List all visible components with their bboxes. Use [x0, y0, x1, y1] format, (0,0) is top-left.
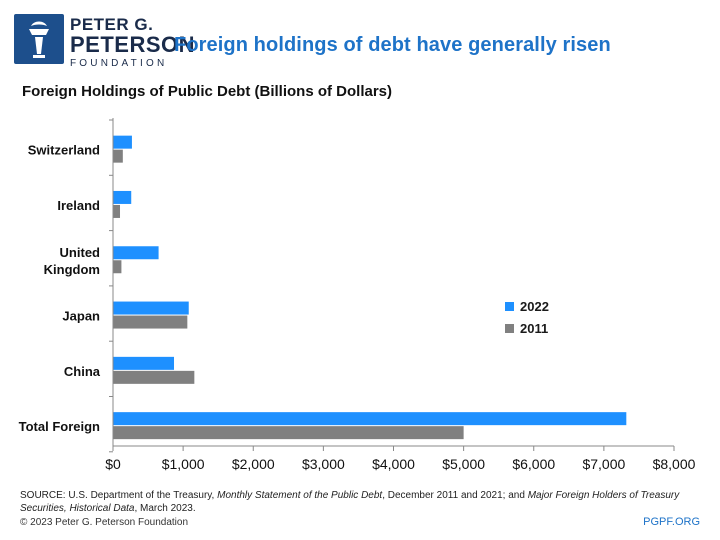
legend-swatch-2011: [505, 323, 514, 333]
bar-china-2022: [113, 356, 175, 370]
legend-label-2022: 2022: [520, 298, 549, 314]
header: PETER G. PETERSON FOUNDATION Foreign hol…: [14, 14, 714, 72]
category-label-china: China: [64, 364, 101, 379]
bar-united-kingdom-2022: [113, 246, 159, 260]
bar-japan-2011: [113, 315, 188, 329]
legend-item-2011: 2011: [505, 317, 549, 339]
x-tick-label: $7,000: [582, 456, 625, 472]
source-prefix: SOURCE: U.S. Department of the Treasury,: [20, 490, 218, 501]
legend-label-2011: 2011: [520, 320, 549, 336]
site-link[interactable]: PGPF.ORG: [643, 516, 700, 528]
bar-switzerland-2022: [113, 135, 132, 149]
source-title-2: Major Foreign Holders of Treasury Securi…: [20, 490, 680, 514]
x-tick-label: $6,000: [512, 456, 555, 472]
torch-logo-icon: [14, 14, 64, 64]
legend-swatch-2022: [505, 301, 514, 311]
source-mid: , December 2011 and 2021; and: [382, 490, 528, 501]
bar-total-foreign-2011: [113, 426, 464, 440]
x-tick-label: $2,000: [232, 456, 275, 472]
x-tick-label: $4,000: [372, 456, 415, 472]
legend-item-2022: 2022: [505, 295, 549, 317]
x-tick-label: $0: [105, 456, 121, 472]
x-tick-label: $5,000: [442, 456, 485, 472]
x-tick-label: $8,000: [653, 456, 696, 472]
logo-line2: PETERSON: [70, 32, 196, 57]
bar-ireland-2022: [113, 190, 132, 204]
bar-united-kingdom-2011: [113, 260, 122, 274]
category-label-united-kingdom: United Kingdom: [44, 245, 100, 277]
category-label-ireland: Ireland: [57, 198, 100, 213]
source-suffix: , March 2023.: [134, 503, 196, 514]
copyright: © 2023 Peter G. Peterson Foundation: [20, 517, 189, 528]
chart-legend: 2022 2011: [505, 295, 549, 339]
x-tick-label: $1,000: [162, 456, 205, 472]
logo-wordmark: PETER G. PETERSON FOUNDATION: [70, 16, 195, 69]
chart-title: Foreign Holdings of Public Debt (Billion…: [22, 83, 392, 100]
category-label-japan: Japan: [62, 309, 100, 324]
bar-china-2011: [113, 370, 195, 384]
logo-line3: FOUNDATION: [70, 58, 168, 69]
page-headline: Foreign holdings of debt have generally …: [174, 34, 611, 56]
bar-japan-2022: [113, 301, 189, 315]
bar-ireland-2011: [113, 204, 121, 218]
category-label-total-foreign: Total Foreign: [19, 419, 100, 434]
x-tick-label: $3,000: [302, 456, 345, 472]
category-label-switzerland: Switzerland: [28, 143, 100, 158]
bar-switzerland-2011: [113, 149, 123, 163]
source-note: SOURCE: U.S. Department of the Treasury,…: [20, 489, 710, 515]
bar-total-foreign-2022: [113, 412, 627, 426]
source-title-1: Monthly Statement of the Public Debt: [217, 490, 383, 501]
logo-line1: PETER G.: [70, 15, 154, 34]
